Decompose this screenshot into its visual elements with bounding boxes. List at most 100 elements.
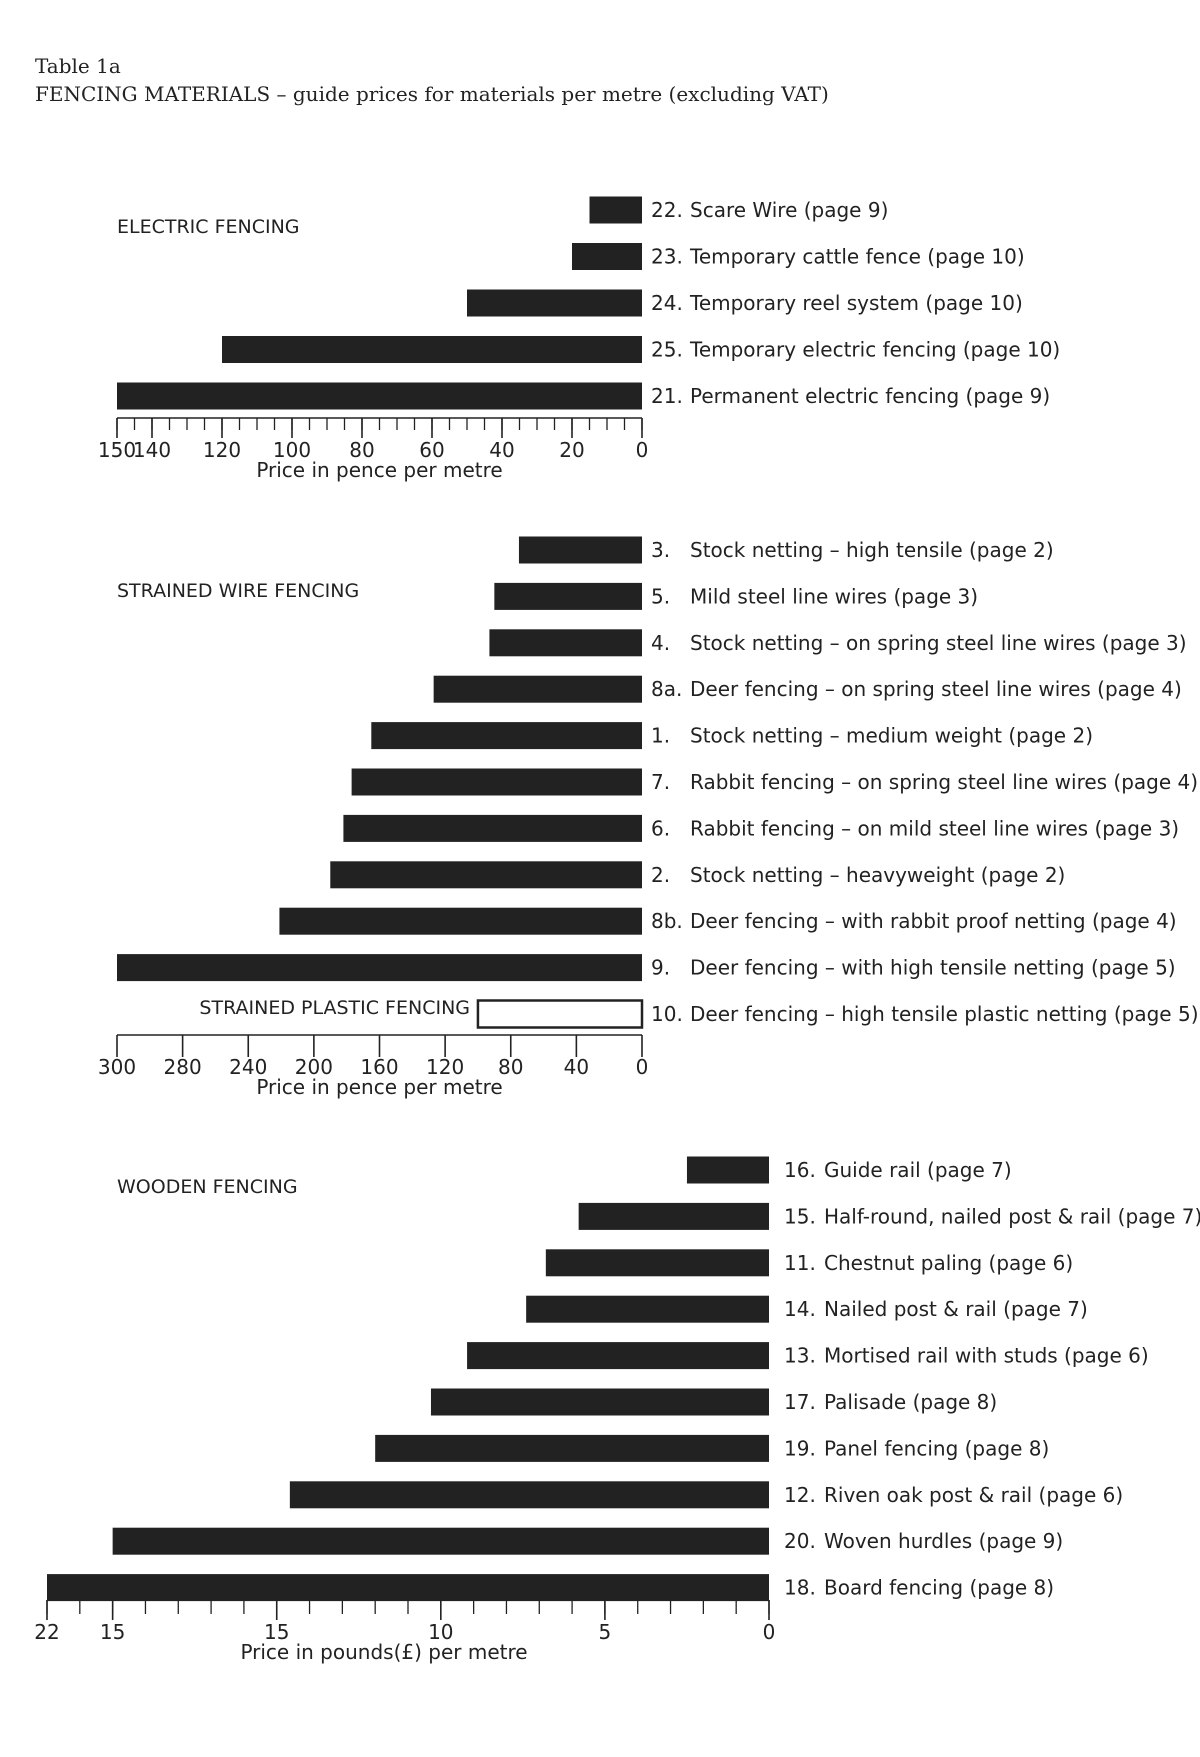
chart-section-3: WOODEN FENCING 16. Guide rail (page 7) 15. H…: [34, 1156, 1200, 1664]
bar-number-label: 10.: [651, 1002, 683, 1026]
bar-label: Deer fencing – high tensile plastic nett…: [690, 1002, 1199, 1026]
bar-label: Deer fencing – with high tensile netting…: [690, 956, 1176, 980]
x-axis-tick-label: 280: [164, 1055, 202, 1079]
bar: [430, 1388, 769, 1416]
chart-section-1: ELECTRIC FENCING 22. Scare Wire (page 9) 23…: [98, 196, 1060, 482]
bar: [494, 582, 642, 610]
bar-label: Chestnut paling (page 6): [824, 1251, 1073, 1275]
x-axis-tick-label: 140: [133, 438, 171, 462]
bar-label: Temporary cattle fence (page 10): [689, 245, 1025, 269]
bar-number-label: 23.: [651, 245, 683, 269]
bar: [279, 907, 642, 935]
bar: [351, 768, 642, 796]
bar-number-label: 22.: [651, 198, 683, 222]
x-axis-tick-label: 5: [599, 1620, 612, 1644]
x-axis-tick-label: 40: [489, 438, 514, 462]
bar-label: Guide rail (page 7): [824, 1158, 1012, 1182]
bar: [112, 1527, 770, 1555]
bar-number-label: 24.: [651, 291, 683, 315]
bar-number-label: 4.: [651, 631, 670, 655]
bar: [330, 861, 642, 889]
bar: [578, 1202, 769, 1230]
bar-label: Riven oak post & rail (page 6): [824, 1483, 1123, 1507]
bar: [47, 1574, 769, 1602]
section-label: STRAINED WIRE FENCING: [117, 580, 359, 602]
section-label: WOODEN FENCING: [117, 1176, 298, 1198]
bar-number-label: 12.: [784, 1483, 816, 1507]
bar: [476, 999, 644, 1029]
x-axis-title: Price in pence per metre: [256, 458, 502, 482]
bar-label: Stock netting – medium weight (page 2): [690, 724, 1093, 748]
x-axis-title: Price in pence per metre: [256, 1075, 502, 1099]
bar: [222, 336, 642, 363]
bar-number-label: 21.: [651, 384, 683, 408]
bar-label: Stock netting – high tensile (page 2): [690, 538, 1054, 562]
x-axis-title: Price in pounds(£) per metre: [240, 1640, 527, 1664]
bar-label: Panel fencing (page 8): [824, 1436, 1049, 1460]
bar: [572, 243, 642, 270]
bar-label: Mortised rail with studs (page 6): [824, 1344, 1149, 1368]
bar-label: Palisade (page 8): [824, 1390, 997, 1414]
bar-number-label: 6.: [651, 816, 670, 840]
bar-label: Woven hurdles (page 9): [824, 1529, 1063, 1553]
x-axis-tick-label: 300: [98, 1055, 136, 1079]
x-axis-tick-label: 240: [229, 1055, 267, 1079]
x-axis-tick-label: 200: [295, 1055, 333, 1079]
x-axis-tick-label: 60: [419, 438, 444, 462]
x-axis-tick-label: 120: [426, 1055, 464, 1079]
bar-number-label: 14.: [784, 1297, 816, 1321]
bar-label: Half-round, nailed post & rail (page 7): [824, 1204, 1200, 1228]
bar-number-label: 3.: [651, 538, 670, 562]
bar: [371, 722, 642, 750]
bar: [467, 289, 642, 317]
bar-number-label: 15.: [784, 1204, 816, 1228]
x-axis-tick-label: 0: [763, 1620, 776, 1644]
bar-label: Temporary reel system (page 10): [689, 291, 1023, 315]
bar-label: Permanent electric fencing (page 9): [690, 384, 1050, 408]
section-label: ELECTRIC FENCING: [117, 216, 300, 238]
bar: [589, 196, 642, 224]
bar-label: Stock netting – heavyweight (page 2): [690, 863, 1065, 887]
bar-label: Board fencing (page 8): [824, 1576, 1054, 1600]
x-axis-tick-label: 100: [273, 438, 311, 462]
bar: [518, 536, 642, 564]
bar-number-label: 2.: [651, 863, 670, 887]
bar-number-label: 11.: [784, 1251, 816, 1275]
bar-label: Deer fencing – with rabbit proof netting…: [690, 909, 1177, 933]
bar-number-label: 18.: [784, 1576, 816, 1600]
bar-label: Mild steel line wires (page 3): [690, 584, 978, 608]
bar-number-label: 19.: [784, 1436, 816, 1460]
x-axis-tick-label: 22: [34, 1620, 59, 1644]
bar-label: Rabbit fencing – on spring steel line wi…: [690, 770, 1198, 794]
x-axis-tick-label: 80: [498, 1055, 523, 1079]
x-axis-tick-label: 80: [349, 438, 374, 462]
bar-number-label: 1.: [651, 724, 670, 748]
table-number: Table 1a: [35, 54, 121, 78]
x-axis-tick-label: 40: [564, 1055, 589, 1079]
bar: [343, 814, 642, 842]
x-axis-tick-label: 20: [559, 438, 584, 462]
bar-label: Rabbit fencing – on mild steel line wire…: [690, 816, 1179, 840]
x-axis-tick-label: 0: [636, 1055, 649, 1079]
bar-number-label: 8a.: [651, 677, 682, 701]
bar: [117, 382, 642, 410]
bar-number-label: 8b.: [651, 909, 683, 933]
bar-label: Stock netting – on spring steel line wir…: [690, 631, 1187, 655]
bar-label: Temporary electric fencing (page 10): [689, 338, 1060, 362]
bar: [433, 675, 642, 703]
bar-number-label: 20.: [784, 1529, 816, 1553]
x-axis-tick-label: 10: [428, 1620, 453, 1644]
x-axis-tick-label: 120: [203, 438, 241, 462]
bar-number-label: 16.: [784, 1158, 816, 1182]
bar: [526, 1295, 769, 1323]
bar-number-label: 13.: [784, 1344, 816, 1368]
bar-number-label: 25.: [651, 338, 683, 362]
bar-number-label: 9.: [651, 956, 670, 980]
bar-number-label: 17.: [784, 1390, 816, 1414]
bar-number-label: 5.: [651, 584, 670, 608]
bar: [545, 1249, 769, 1277]
bar: [375, 1434, 769, 1462]
table-header: Table 1a FENCING MATERIALS – guide price…: [35, 52, 829, 108]
bar: [489, 629, 642, 657]
